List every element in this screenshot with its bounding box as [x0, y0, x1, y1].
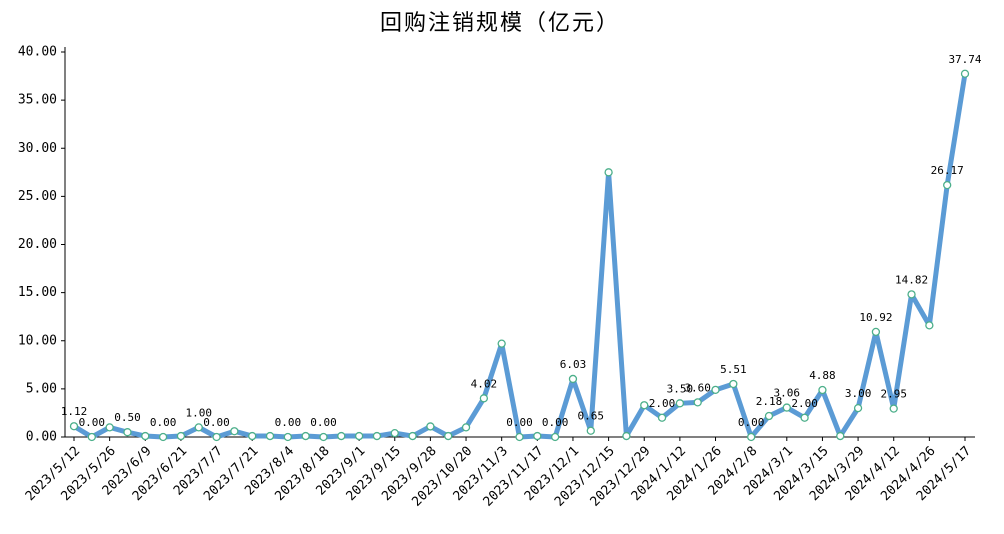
marker — [283, 432, 292, 442]
data-label: 0.50 — [114, 411, 141, 424]
marker — [337, 431, 346, 441]
marker — [657, 413, 667, 422]
marker — [265, 431, 275, 441]
marker — [158, 432, 168, 442]
y-tick-label: 30.00 — [18, 141, 57, 156]
data-label: 3.50 — [667, 382, 694, 395]
marker — [622, 431, 631, 441]
y-tick-label: 40.00 — [18, 45, 57, 60]
y-tick-label: 0.00 — [26, 430, 57, 445]
data-label: 26.17 — [931, 164, 964, 177]
marker — [426, 422, 435, 431]
y-tick-label: 15.00 — [18, 285, 57, 300]
data-label: 1.12 — [61, 405, 88, 418]
line — [72, 73, 968, 440]
marker — [907, 290, 916, 299]
data-label: 0.65 — [578, 410, 605, 423]
marker — [586, 426, 595, 435]
data-label: 0.00 — [79, 416, 106, 429]
marker — [889, 404, 898, 413]
data-label: 0.00 — [150, 416, 177, 429]
data-label: 10.92 — [859, 311, 892, 324]
marker — [533, 431, 542, 441]
marker — [960, 69, 970, 78]
data-label: 3.00 — [845, 387, 872, 400]
marker — [212, 432, 221, 442]
marker — [176, 431, 186, 441]
marker — [515, 432, 524, 442]
data-label: 0.00 — [738, 416, 765, 429]
marker — [354, 431, 364, 441]
data-label: 5.51 — [720, 363, 747, 376]
marker — [836, 431, 845, 441]
marker — [479, 394, 489, 403]
marker — [818, 385, 827, 395]
marker — [301, 431, 310, 441]
marker — [800, 413, 809, 422]
marker — [711, 385, 720, 394]
data-label: 2.95 — [880, 388, 907, 401]
marker — [230, 427, 239, 436]
marker — [372, 431, 382, 441]
data-label: 0.00 — [203, 416, 230, 429]
data-label: 2.18 — [756, 395, 783, 408]
data-label: 14.82 — [895, 273, 928, 286]
marker — [782, 403, 791, 412]
marker — [408, 431, 417, 441]
marker — [87, 432, 96, 442]
marker — [497, 339, 506, 348]
marker — [105, 423, 114, 432]
marker — [568, 374, 578, 384]
data-label: 0.00 — [310, 416, 337, 429]
marker — [194, 423, 203, 432]
data-label: 0.00 — [506, 416, 533, 429]
marker — [943, 180, 952, 190]
marker — [693, 398, 702, 407]
data-label: 1.00 — [185, 406, 212, 419]
marker — [729, 379, 738, 389]
marker — [853, 403, 863, 413]
marker — [675, 399, 685, 408]
marker — [764, 411, 774, 421]
data-label: 0.00 — [542, 416, 569, 429]
marker — [319, 432, 328, 442]
y-tick-label: 5.00 — [26, 381, 57, 396]
data-label: 6.03 — [560, 358, 587, 371]
marker — [141, 431, 150, 441]
marker — [550, 432, 560, 442]
data-label: 37.74 — [948, 53, 981, 66]
marker — [640, 401, 649, 410]
y-tick-label: 20.00 — [18, 237, 57, 252]
data-label: 3.60 — [684, 381, 711, 394]
marker — [461, 423, 471, 432]
y-tick-label: 35.00 — [18, 93, 57, 108]
marker — [444, 431, 453, 441]
data-label: 4.02 — [471, 377, 498, 390]
marker — [123, 428, 132, 437]
data-label: 3.06 — [774, 387, 801, 400]
data-label: 4.88 — [809, 369, 836, 382]
marker — [871, 327, 881, 337]
data-label: 0.00 — [275, 416, 302, 429]
data-label: 2.00 — [791, 397, 818, 410]
marker — [925, 321, 934, 330]
marker — [747, 432, 756, 442]
marker — [69, 422, 79, 431]
chart-title: 回购注销规模（亿元） — [380, 11, 620, 36]
y-tick-label: 25.00 — [18, 189, 57, 204]
marker — [390, 428, 399, 438]
data-label: 2.00 — [649, 397, 676, 410]
marker — [248, 431, 257, 441]
marker — [604, 168, 613, 177]
y-tick-label: 10.00 — [18, 333, 57, 348]
